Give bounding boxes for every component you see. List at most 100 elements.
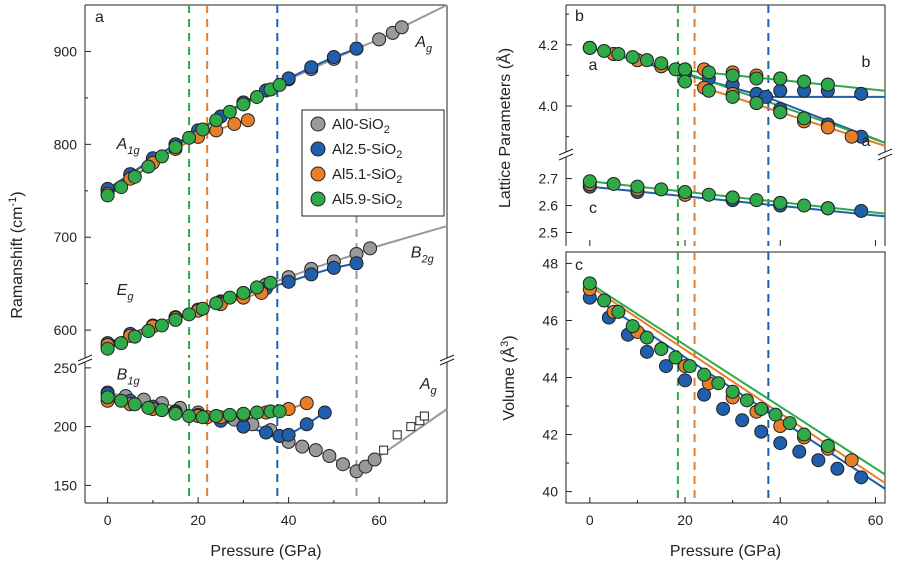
y-tick-label: 4.0 — [539, 98, 559, 114]
data-point — [735, 413, 750, 428]
data-point — [281, 274, 296, 289]
axis-break-mark — [558, 153, 574, 161]
data-point — [678, 62, 693, 77]
mode-label: Eg — [117, 282, 135, 303]
data-point — [678, 373, 693, 388]
data-point — [127, 169, 142, 184]
data-point — [611, 47, 626, 61]
legend-marker — [310, 141, 326, 157]
data-point — [711, 376, 726, 391]
data-point — [249, 89, 264, 104]
data-point — [236, 97, 251, 112]
mode-label: B2g — [411, 245, 435, 266]
y-tick-label: 250 — [54, 360, 78, 376]
data-point — [625, 319, 640, 334]
data-point — [195, 301, 210, 316]
data-point — [272, 404, 287, 419]
data-point — [209, 113, 224, 128]
data-point — [100, 390, 115, 405]
data-point — [654, 56, 669, 71]
data-point — [820, 438, 835, 453]
y-tick-label: 2.7 — [539, 171, 559, 187]
y-axis-label-end: ) — [9, 191, 26, 196]
data-point — [222, 290, 237, 305]
mode-label-main: A — [419, 376, 431, 393]
axis-break-mark — [877, 148, 893, 156]
y-tick-label: 46 — [542, 312, 558, 328]
data-point — [154, 149, 169, 164]
data-point — [582, 40, 597, 55]
mode-label-sub: 2g — [420, 254, 434, 266]
legend-label-sub: 2 — [396, 149, 402, 161]
data-point — [597, 293, 612, 308]
data-point — [725, 190, 740, 205]
data-point — [168, 312, 183, 327]
y-tick-label: 40 — [542, 484, 558, 500]
data-point — [701, 65, 716, 80]
data-point — [654, 341, 669, 356]
x-tick-label: 40 — [772, 512, 788, 528]
data-point — [725, 384, 740, 399]
curve-label-a: a — [862, 133, 871, 150]
data-point — [854, 203, 869, 218]
data-point — [367, 452, 382, 467]
y-tick-label: 48 — [542, 255, 558, 271]
data-point — [182, 130, 197, 145]
axis-break-mark — [439, 358, 455, 366]
legend-label: Al5.1-SiO2 — [332, 166, 402, 186]
data-point — [701, 187, 716, 202]
data-point — [668, 350, 683, 365]
data-point — [272, 77, 287, 92]
legend-box — [301, 109, 445, 217]
data-point — [182, 307, 197, 322]
legend-marker — [310, 166, 326, 182]
y-axis-label-sup: 3 — [499, 341, 511, 347]
mode-label-main: A — [414, 34, 426, 51]
data-point — [625, 50, 640, 65]
data-point — [168, 406, 183, 421]
panel-a: 600 700 800 900 150 200 250 0 20 40 60 Pressure (GP… — [7, 4, 455, 560]
panel-label: b — [575, 8, 584, 25]
axis-break-mark — [877, 153, 893, 161]
data-point — [154, 403, 169, 418]
data-point — [236, 285, 251, 300]
data-point — [317, 405, 332, 420]
data-point — [768, 407, 783, 422]
y-axis-label-main: Ramanshift (cm — [9, 207, 26, 319]
fit-line — [369, 225, 448, 250]
legend-label: Al2.5-SiO2 — [332, 141, 402, 161]
data-point — [195, 122, 210, 137]
data-point — [222, 104, 237, 119]
data-point — [304, 267, 319, 282]
data-point — [582, 276, 597, 291]
data-point-open-square — [379, 445, 389, 455]
data-point — [701, 83, 716, 98]
data-point — [844, 453, 859, 468]
x-tick-label: 0 — [586, 512, 594, 528]
data-point — [154, 318, 169, 333]
data-point — [349, 256, 364, 271]
legend-label: Al5.9-SiO2 — [332, 191, 402, 211]
mode-label: Ag — [414, 34, 433, 55]
x-tick-label: 20 — [677, 512, 693, 528]
data-point — [682, 359, 697, 374]
data-point — [240, 113, 255, 128]
mode-label: B1g — [117, 367, 141, 388]
panel-b: 4.0 4.2 2.5 2.6 2.7 b Lattice Parameters (Å) b a… — [495, 4, 893, 246]
data-point — [114, 393, 129, 408]
data-point — [782, 416, 797, 431]
data-point — [725, 68, 740, 83]
panel-label: c — [575, 257, 583, 274]
x-tick-label: 60 — [371, 512, 387, 528]
data-point — [582, 174, 597, 189]
curve-label-b: b — [862, 54, 871, 71]
x-tick-label: 40 — [281, 512, 297, 528]
axis-break-mark — [77, 358, 93, 366]
y-tick-label: 42 — [542, 427, 558, 443]
y-tick-label: 4.2 — [539, 37, 559, 53]
data-point — [209, 296, 224, 311]
data-point — [697, 367, 712, 382]
y-tick-label: 700 — [54, 229, 78, 245]
x-tick-label: 60 — [868, 512, 884, 528]
